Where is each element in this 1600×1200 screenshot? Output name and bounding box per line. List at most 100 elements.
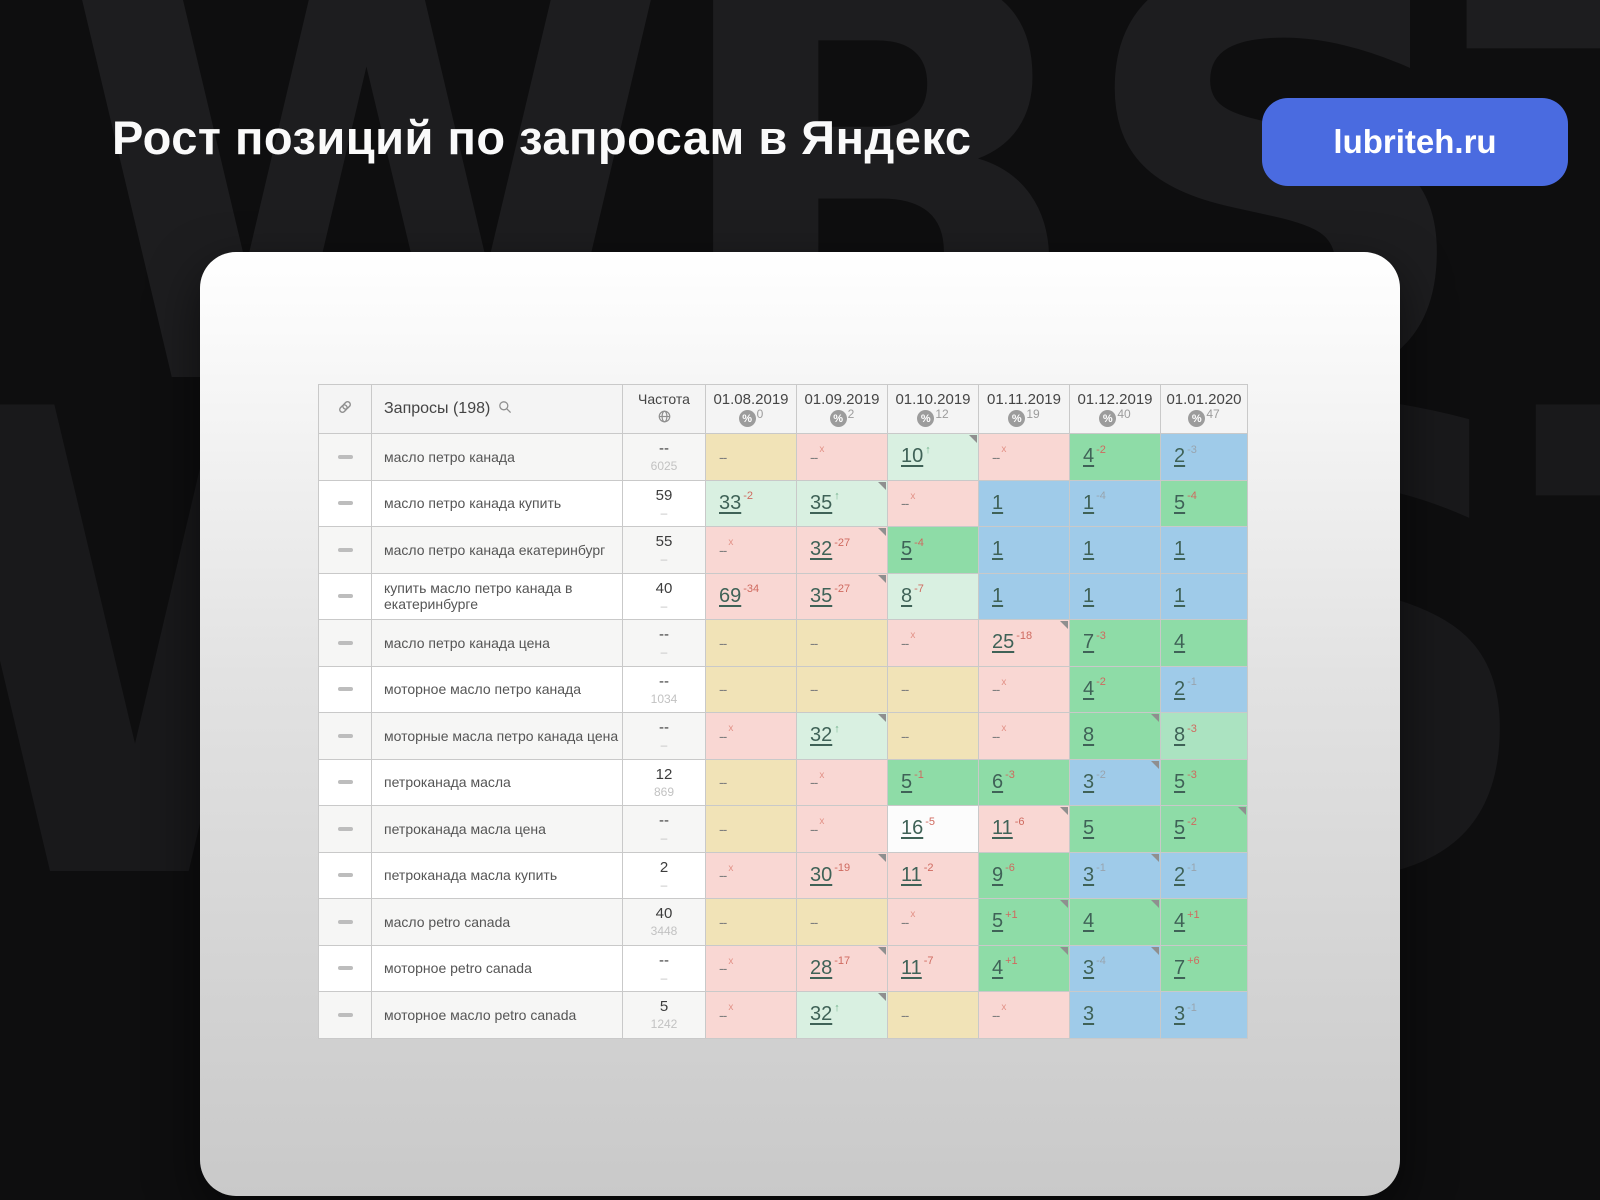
position-link[interactable]: 1 — [1083, 584, 1095, 607]
position-cell[interactable]: 4 -2 — [1070, 666, 1160, 712]
position-cell[interactable]: 1 — [979, 573, 1069, 619]
position-cell[interactable]: 33 -2 — [706, 480, 796, 526]
position-link[interactable]: 1 — [992, 491, 1004, 514]
position-cell[interactable]: 32 -27 — [797, 527, 887, 573]
row-drag-handle[interactable] — [319, 852, 371, 898]
position-cell[interactable]: 16 -5 — [888, 806, 978, 852]
position-cell[interactable]: 32 ↑ — [797, 713, 887, 759]
position-link[interactable]: 10 — [901, 445, 924, 468]
row-drag-handle[interactable] — [319, 713, 371, 759]
position-cell[interactable]: 28 -17 — [797, 945, 887, 991]
position-cell[interactable]: 10 ↑ — [888, 434, 978, 480]
position-cell[interactable]: 35 ↑ — [797, 480, 887, 526]
position-link[interactable]: 8 — [1083, 724, 1095, 747]
position-link[interactable]: 5 — [1174, 491, 1186, 514]
position-link[interactable]: 3 — [1083, 863, 1095, 886]
position-cell[interactable]: 69 -34 — [706, 573, 796, 619]
position-link[interactable]: 5 — [1174, 770, 1186, 793]
position-link[interactable]: 7 — [1174, 956, 1186, 979]
position-link[interactable]: 28 — [810, 956, 833, 979]
position-cell[interactable]: 4 -2 — [1070, 434, 1160, 480]
row-drag-handle[interactable] — [319, 434, 371, 480]
position-link[interactable]: 11 — [901, 956, 922, 979]
position-cell[interactable]: 1 -4 — [1070, 480, 1160, 526]
row-drag-handle[interactable] — [319, 527, 371, 573]
position-link[interactable]: 5 — [992, 910, 1004, 933]
position-cell[interactable]: 8 -3 — [1161, 713, 1247, 759]
position-cell[interactable]: 4 — [1161, 620, 1247, 666]
position-cell[interactable]: 5 +1 — [979, 899, 1069, 945]
position-cell[interactable]: 2 -1 — [1161, 852, 1247, 898]
row-drag-handle[interactable] — [319, 620, 371, 666]
position-cell[interactable]: 8 -7 — [888, 573, 978, 619]
position-cell[interactable]: 5 -3 — [1161, 759, 1247, 805]
position-link[interactable]: 3 — [1174, 1003, 1186, 1026]
position-link[interactable]: 32 — [810, 1003, 833, 1026]
position-cell[interactable]: 30 -19 — [797, 852, 887, 898]
position-cell[interactable]: 4 +1 — [979, 945, 1069, 991]
position-cell[interactable]: 25 -18 — [979, 620, 1069, 666]
position-link[interactable]: 1 — [1083, 491, 1095, 514]
position-link[interactable]: 1 — [992, 584, 1004, 607]
position-cell[interactable]: 5 -2 — [1161, 806, 1247, 852]
position-cell[interactable]: 1 — [1161, 527, 1247, 573]
position-cell[interactable]: 32 ↑ — [797, 992, 887, 1038]
position-link[interactable]: 32 — [810, 724, 833, 747]
position-link[interactable]: 4 — [1083, 677, 1095, 700]
position-cell[interactable]: 11 -6 — [979, 806, 1069, 852]
position-cell[interactable]: 11 -7 — [888, 945, 978, 991]
position-link[interactable]: 30 — [810, 863, 833, 886]
position-cell[interactable]: 1 — [1070, 573, 1160, 619]
position-link[interactable]: 35 — [810, 491, 833, 514]
position-cell[interactable]: 1 — [1161, 573, 1247, 619]
position-link[interactable]: 1 — [992, 538, 1004, 561]
row-drag-handle[interactable] — [319, 945, 371, 991]
position-link[interactable]: 11 — [992, 817, 1013, 840]
position-cell[interactable]: 8 — [1070, 713, 1160, 759]
position-link[interactable]: 3 — [1083, 1003, 1095, 1026]
position-cell[interactable]: 3 -2 — [1070, 759, 1160, 805]
position-cell[interactable]: 7 +6 — [1161, 945, 1247, 991]
row-drag-handle[interactable] — [319, 573, 371, 619]
position-cell[interactable]: 9 -6 — [979, 852, 1069, 898]
position-link[interactable]: 1 — [1174, 538, 1186, 561]
position-link[interactable]: 4 — [992, 956, 1004, 979]
search-icon[interactable] — [497, 399, 513, 420]
position-link[interactable]: 2 — [1174, 677, 1186, 700]
position-cell[interactable]: 3 -4 — [1070, 945, 1160, 991]
position-link[interactable]: 25 — [992, 631, 1015, 654]
position-link[interactable]: 5 — [1174, 817, 1186, 840]
position-link[interactable]: 1 — [1083, 538, 1095, 561]
position-link[interactable]: 11 — [901, 863, 922, 886]
site-badge[interactable]: lubriteh.ru — [1262, 98, 1568, 186]
position-cell[interactable]: 11 -2 — [888, 852, 978, 898]
row-drag-handle[interactable] — [319, 666, 371, 712]
position-link[interactable]: 8 — [1174, 724, 1186, 747]
position-link[interactable]: 3 — [1083, 770, 1095, 793]
position-link[interactable]: 2 — [1174, 445, 1186, 468]
row-drag-handle[interactable] — [319, 759, 371, 805]
position-link[interactable]: 4 — [1174, 910, 1186, 933]
row-drag-handle[interactable] — [319, 899, 371, 945]
position-cell[interactable]: 5 -4 — [888, 527, 978, 573]
position-cell[interactable]: 4 +1 — [1161, 899, 1247, 945]
link-icon[interactable] — [336, 398, 354, 421]
position-cell[interactable]: 6 -3 — [979, 759, 1069, 805]
position-cell[interactable]: 5 -1 — [888, 759, 978, 805]
position-link[interactable]: 4 — [1083, 910, 1095, 933]
position-cell[interactable]: 7 -3 — [1070, 620, 1160, 666]
position-link[interactable]: 1 — [1174, 584, 1186, 607]
position-link[interactable]: 5 — [1083, 817, 1095, 840]
position-link[interactable]: 32 — [810, 538, 833, 561]
position-link[interactable]: 4 — [1083, 445, 1095, 468]
position-link[interactable]: 35 — [810, 584, 833, 607]
position-cell[interactable]: 1 — [979, 527, 1069, 573]
position-cell[interactable]: 3 -1 — [1161, 992, 1247, 1038]
position-cell[interactable]: 5 — [1070, 806, 1160, 852]
position-cell[interactable]: 1 — [1070, 527, 1160, 573]
position-link[interactable]: 2 — [1174, 863, 1186, 886]
row-drag-handle[interactable] — [319, 992, 371, 1038]
row-drag-handle[interactable] — [319, 806, 371, 852]
position-cell[interactable]: 2 -1 — [1161, 666, 1247, 712]
position-link[interactable]: 6 — [992, 770, 1004, 793]
